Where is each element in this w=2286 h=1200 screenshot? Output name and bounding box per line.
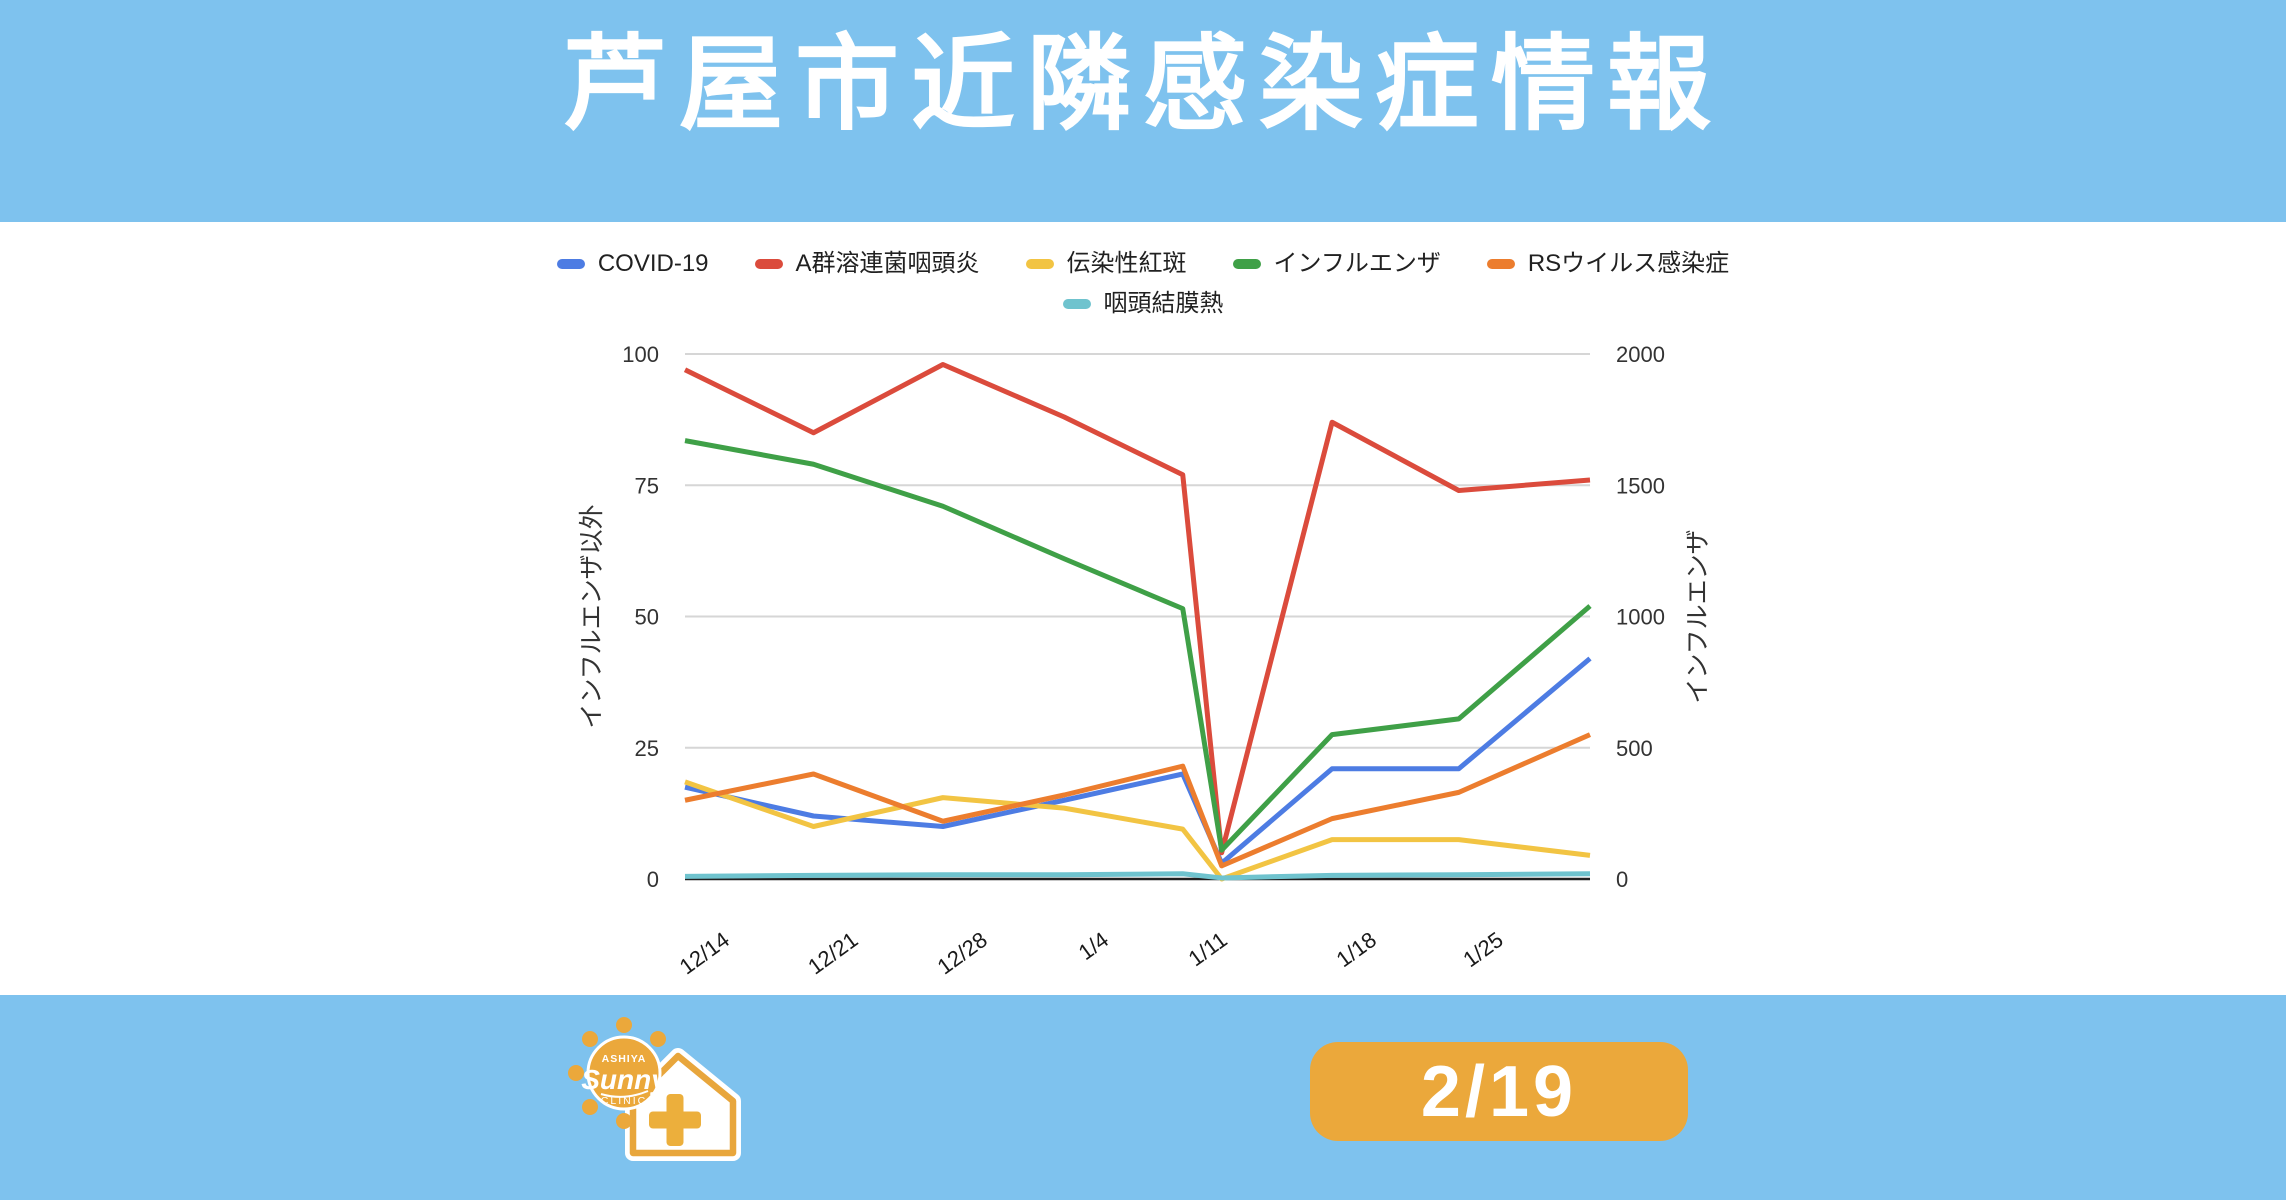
- logo-line3: CLINIC: [601, 1095, 647, 1107]
- legend-label: COVID-19: [597, 250, 709, 277]
- legend-swatch: [1232, 259, 1261, 269]
- x-axis-tick-label: 1/18: [1332, 927, 1381, 972]
- legend-swatch: [1062, 299, 1091, 309]
- series-line-伝染性紅斑: [684, 779, 1591, 882]
- x-axis-tick-label: 1/11: [1184, 927, 1232, 971]
- right-axis-tick-label: 1000: [1616, 605, 1665, 630]
- legend-label: RSウイルス感染症: [1527, 250, 1730, 277]
- right-axis-tick-label: 2000: [1616, 342, 1665, 367]
- series-line-咽頭結膜熱: [684, 871, 1591, 881]
- legend-label: A群溶連菌咽頭炎: [795, 250, 980, 277]
- left-axis-tick-label: 75: [635, 473, 659, 498]
- legend-swatch: [754, 259, 783, 269]
- x-axis-tick-label: 1/25: [1458, 927, 1507, 972]
- right-axis-title: インフルエンザ: [1684, 529, 1712, 703]
- x-axis-tick-label: 1/4: [1074, 927, 1113, 965]
- left-axis-title: インフルエンザ以外: [578, 504, 606, 728]
- legend-swatch: [556, 259, 585, 269]
- header-banner: 芦屋市近隣感染症情報: [0, 0, 2286, 222]
- right-axis-tick-label: 1500: [1616, 473, 1665, 498]
- legend-swatch: [1486, 259, 1515, 269]
- legend-row-2: 咽頭結膜熱: [1062, 288, 1224, 320]
- page-title: 芦屋市近隣感染症情報: [562, 27, 1723, 143]
- legend-label: 咽頭結膜熱: [1103, 290, 1224, 317]
- x-axis-tick-label: 12/28: [933, 927, 992, 980]
- legend-item-インフルエンザ: インフルエンザ: [1232, 250, 1441, 277]
- right-axis-tick-label: 500: [1616, 736, 1653, 761]
- date-text: 2/19: [1420, 1051, 1578, 1132]
- legend-label: 伝染性紅斑: [1066, 250, 1187, 277]
- date-badge: 2/19: [1310, 1042, 1688, 1141]
- left-axis-tick-label: 0: [647, 867, 659, 892]
- legend-item-COVID-19: COVID-19: [556, 250, 709, 277]
- x-axis-tick-label: 12/14: [675, 927, 734, 980]
- logo-line2: Sunny: [581, 1064, 668, 1095]
- x-axis-tick-label: 12/21: [803, 927, 862, 980]
- legend-item-伝染性紅斑: 伝染性紅斑: [1025, 250, 1187, 277]
- series-line-COVID-19: [684, 656, 1592, 866]
- legend-item-咽頭結膜熱: 咽頭結膜熱: [1062, 290, 1224, 317]
- logo-line1: ASHIYA: [602, 1053, 647, 1065]
- left-axis-tick-label: 100: [622, 342, 659, 367]
- clinic-logo: ASHIYA Sunny CLINIC: [568, 1017, 741, 1161]
- series-line-インフルエンザ: [684, 438, 1592, 853]
- legend-swatch: [1025, 259, 1054, 269]
- legend-item-RSウイルス感染症: RSウイルス感染症: [1486, 250, 1730, 277]
- left-axis-tick-label: 50: [635, 605, 659, 630]
- series-line-A群溶連菌咽頭炎: [683, 362, 1591, 856]
- legend-item-A群溶連菌咽頭炎: A群溶連菌咽頭炎: [754, 250, 980, 277]
- right-axis-tick-label: 0: [1616, 867, 1628, 892]
- legend-label: インフルエンザ: [1273, 250, 1441, 277]
- chart-legend: COVID-19 A群溶連菌咽頭炎 伝染性紅斑 インフルエンザ RSウイルス感染症 咽頭…: [0, 248, 2286, 320]
- left-axis-tick-label: 25: [635, 736, 659, 761]
- legend-row-1: COVID-19 A群溶連菌咽頭炎 伝染性紅斑 インフルエンザ RSウイルス感染症: [556, 248, 1730, 280]
- sun-icon: ASHIYA Sunny CLINIC: [568, 1017, 668, 1129]
- series-line-RSウイルス感染症: [684, 732, 1592, 869]
- footer-banner: [0, 995, 2286, 1200]
- medical-cross-icon: [649, 1094, 701, 1146]
